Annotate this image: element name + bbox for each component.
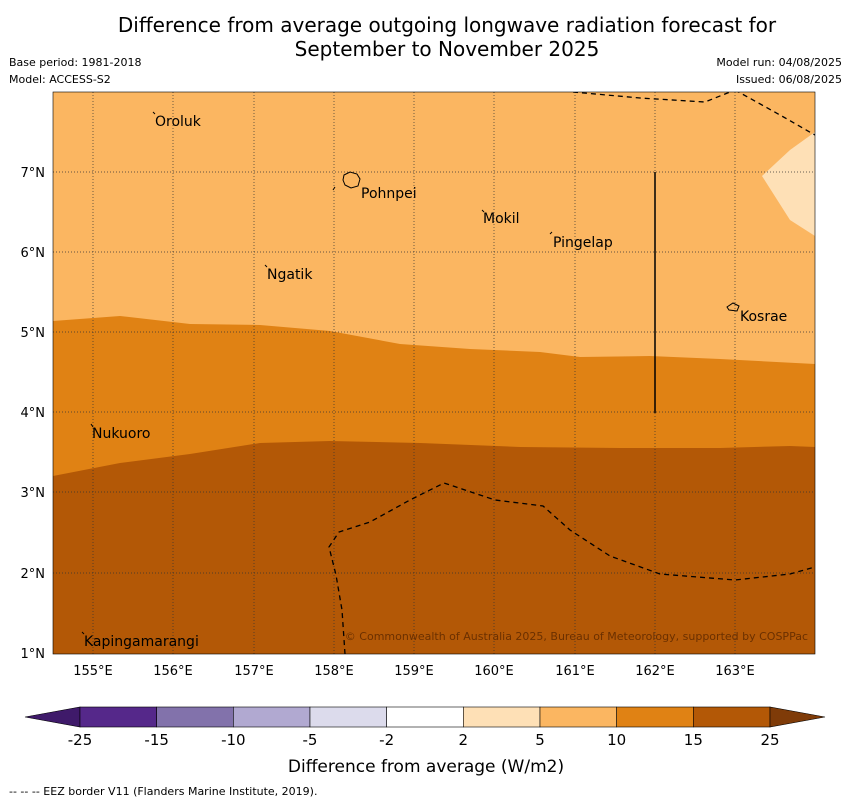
- colorbar-tick-label: -25: [68, 731, 93, 749]
- pohnpei-coastline: [342, 171, 361, 189]
- colorbar-tick-label: 5: [535, 731, 545, 749]
- colorbar-tick-label: -15: [144, 731, 169, 749]
- nukuoro-mark: [90, 423, 94, 428]
- lon-label-157e: 157°E: [234, 664, 274, 679]
- lat-label-6n: 6°N: [21, 246, 46, 261]
- islands: [81, 111, 740, 635]
- colorbar-tick-label: -10: [221, 731, 246, 749]
- oroluk-mark: [152, 111, 156, 115]
- lon-label-163e: 163°E: [715, 664, 755, 679]
- place-pohnpei: Pohnpei: [361, 186, 417, 202]
- colorbar-arrow-high: [769, 706, 826, 728]
- eez-borders: [328, 92, 815, 654]
- base-period: Base period: 1981-2018: [9, 56, 142, 69]
- eez-border-south: [328, 482, 815, 654]
- colorbar-arrow-low: [24, 706, 81, 728]
- colorbar-tick-label: 10: [607, 731, 626, 749]
- lat-label-4n: 4°N: [21, 406, 46, 421]
- lon-label-158e: 158°E: [314, 664, 354, 679]
- colorbar-tick-label: 2: [459, 731, 469, 749]
- lon-label-159e: 159°E: [394, 664, 434, 679]
- latitude-labels: 7°N 6°N 5°N 4°N 3°N 2°N 1°N: [21, 166, 46, 662]
- lat-label-2n: 2°N: [21, 567, 46, 582]
- place-pingelap: Pingelap: [553, 235, 613, 251]
- ngatik-mark: [264, 264, 268, 268]
- colorbar-segment: [463, 706, 541, 728]
- lon-label-161e: 161°E: [555, 664, 595, 679]
- chart-title: Difference from average outgoing longwav…: [0, 13, 850, 61]
- colorbar-ticks: -25 -15 -10 -5 -2 2 5 10 15 25: [68, 731, 780, 749]
- lat-label-7n: 7°N: [21, 166, 46, 181]
- colorbar-tick-label: -5: [303, 731, 318, 749]
- copyright-notice: © Commonwealth of Australia 2025, Bureau…: [345, 630, 808, 643]
- colorbar-segment: [539, 706, 617, 728]
- place-ngatik: Ngatik: [267, 267, 313, 283]
- lon-label-162e: 162°E: [635, 664, 675, 679]
- band-2-5: [762, 132, 815, 236]
- colorbar-tick-label: 25: [760, 731, 779, 749]
- islet-mark: [332, 186, 336, 191]
- meta-left: Base period: 1981-2018 Model: ACCESS-S2: [9, 54, 141, 88]
- colorbar-segment: [79, 706, 157, 728]
- model-run: Model run: 04/08/2025: [716, 56, 842, 69]
- longitude-labels: 155°E 156°E 157°E 158°E 159°E 160°E 161°…: [73, 664, 755, 679]
- kosrae-coastline: [726, 302, 740, 312]
- issued-date: Issued: 06/08/2025: [735, 73, 842, 86]
- eez-footnote: -- -- -- EEZ border V11 (Flanders Marine…: [9, 785, 318, 798]
- lat-label-1n: 1°N: [21, 647, 46, 662]
- meta-right: Model run: 04/08/2025 Issued: 06/08/2025: [716, 54, 842, 88]
- band-15-25: [53, 441, 815, 654]
- colorbar-segment: [386, 706, 464, 728]
- map-area: Oroluk Pohnpei Mokil Pingelap Ngatik Kos…: [53, 92, 815, 654]
- place-labels: Oroluk Pohnpei Mokil Pingelap Ngatik Kos…: [84, 114, 787, 650]
- colorbar-tick-label: -2: [379, 731, 394, 749]
- colorbar-segment: [693, 706, 771, 728]
- mokil-mark: [481, 209, 485, 213]
- place-kosrae: Kosrae: [740, 309, 787, 325]
- lon-label-160e: 160°E: [474, 664, 514, 679]
- map-frame: [52, 91, 816, 655]
- colorbar-segment: [616, 706, 694, 728]
- title-line-2: September to November 2025: [294, 37, 600, 61]
- lon-label-155e: 155°E: [73, 664, 113, 679]
- colorbar-segment: [156, 706, 234, 728]
- colorbar: [24, 706, 826, 728]
- place-oroluk: Oroluk: [155, 114, 202, 130]
- title-line-1: Difference from average outgoing longwav…: [117, 13, 777, 37]
- colorbar-segment: [233, 706, 311, 728]
- eez-border-north: [572, 92, 732, 103]
- place-mokil: Mokil: [483, 211, 520, 227]
- lat-label-5n: 5°N: [21, 326, 46, 341]
- pingelap-mark: [549, 231, 553, 235]
- place-kapingamarangi: Kapingamarangi: [84, 634, 199, 650]
- colorbar-label: Difference from average (W/m2): [288, 757, 564, 777]
- model-name: Model: ACCESS-S2: [9, 73, 111, 86]
- lat-label-3n: 3°N: [21, 486, 46, 501]
- lon-label-156e: 156°E: [153, 664, 193, 679]
- kapingamarangi-mark: [81, 631, 85, 635]
- place-nukuoro: Nukuoro: [92, 426, 150, 442]
- colorbar-tick-label: 15: [684, 731, 703, 749]
- colorbar-segment: [309, 706, 387, 728]
